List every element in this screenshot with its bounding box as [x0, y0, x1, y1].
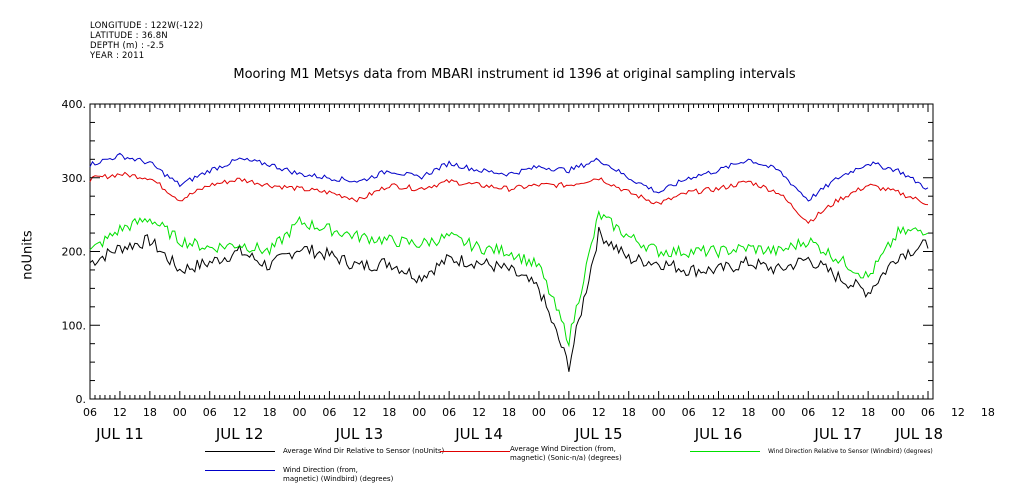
legend-label-4: Wind Direction (from, magnetic) (Windbir…	[283, 466, 394, 483]
x-hour-label: 00	[532, 406, 546, 419]
legend-swatch-4	[205, 470, 275, 471]
legend-swatch-3	[690, 451, 760, 452]
metadata-block: LONGITUDE : 122W(-122) LATITUDE : 36.8N …	[90, 21, 203, 61]
x-hour-label: 00	[771, 406, 785, 419]
y-tick-label: 300.	[62, 172, 87, 185]
series-line-4	[89, 152, 929, 202]
axis-layer: 0. 100. 200. 300. 400. 06 12 18 00 06 12 18 00 06 12 18…	[62, 98, 995, 443]
x-day-label: JUL 12	[215, 425, 264, 443]
y-tick-label: 200.	[62, 246, 87, 259]
x-day-label: JUL 15	[574, 425, 623, 443]
x-hour-label: 12	[951, 406, 965, 419]
x-hour-label: 06	[83, 406, 97, 419]
legend-label-2: Average Wind Direction (from, magnetic) …	[510, 445, 622, 462]
x-day-label: JUL 17	[813, 425, 862, 443]
latitude-text: LATITUDE : 36.8N	[90, 31, 168, 41]
series-line-2	[89, 171, 929, 225]
x-hour-label: 06	[322, 406, 336, 419]
x-hour-label: 18	[143, 406, 157, 419]
legend-label-1: Average Wind Dir Relative to Sensor (noU…	[283, 447, 445, 455]
x-hour-label: 06	[203, 406, 217, 419]
y-tick-label: 100.	[62, 319, 87, 332]
x-hour-label: 18	[382, 406, 396, 419]
x-hour-label: 06	[921, 406, 935, 419]
x-hour-label: 18	[981, 406, 995, 419]
x-hour-label: 18	[741, 406, 755, 419]
year-text: YEAR : 2011	[90, 51, 145, 61]
x-hour-label: 00	[412, 406, 426, 419]
depth-text: DEPTH (m) : -2.5	[90, 41, 165, 51]
x-hour-label: 06	[801, 406, 815, 419]
x-hour-label: 18	[861, 406, 875, 419]
y-tick-label: 400.	[62, 98, 87, 111]
x-hour-label: 00	[173, 406, 187, 419]
series-line-1	[89, 226, 929, 372]
legend-label-3: Wind Direction Relative to Sensor (Windb…	[768, 448, 933, 455]
y-tick-label: 0.	[76, 393, 87, 406]
x-hour-label: 18	[502, 406, 516, 419]
x-hour-label: 18	[263, 406, 277, 419]
x-hour-label: 12	[352, 406, 366, 419]
x-hour-label: 06	[682, 406, 696, 419]
x-hour-label: 12	[472, 406, 486, 419]
x-hour-label: 06	[442, 406, 456, 419]
series-layer	[89, 152, 929, 372]
x-hour-label: 06	[562, 406, 576, 419]
longitude-text: LONGITUDE : 122W(-122)	[90, 21, 204, 31]
x-day-label: JUL 18	[894, 425, 943, 443]
x-hour-label: 18	[622, 406, 636, 419]
x-hour-label: 00	[293, 406, 307, 419]
x-day-label: JUL 16	[694, 425, 743, 443]
x-hour-label: 12	[113, 406, 127, 419]
x-hour-label: 12	[712, 406, 726, 419]
x-hour-label: 12	[592, 406, 606, 419]
x-day-label: JUL 13	[335, 425, 384, 443]
x-day-label: JUL 14	[454, 425, 503, 443]
x-day-label: JUL 11	[95, 425, 144, 443]
x-hour-label: 00	[652, 406, 666, 419]
x-hour-label: 00	[891, 406, 905, 419]
x-hour-label: 12	[831, 406, 845, 419]
legend-swatch-1	[205, 451, 275, 452]
legend-swatch-2	[440, 451, 510, 452]
chart-title: Mooring M1 Metsys data from MBARI instru…	[233, 67, 796, 82]
x-hour-label: 12	[233, 406, 247, 419]
series-line-3	[89, 209, 929, 348]
